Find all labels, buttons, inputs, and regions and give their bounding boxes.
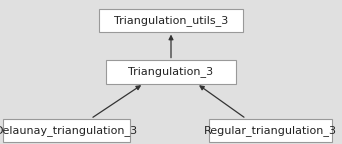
FancyBboxPatch shape xyxy=(3,119,130,142)
Text: Triangulation_utils_3: Triangulation_utils_3 xyxy=(114,15,228,26)
Text: Triangulation_3: Triangulation_3 xyxy=(129,67,213,77)
FancyBboxPatch shape xyxy=(106,60,236,84)
FancyBboxPatch shape xyxy=(99,9,243,32)
FancyBboxPatch shape xyxy=(209,119,332,142)
Text: Regular_triangulation_3: Regular_triangulation_3 xyxy=(204,125,337,136)
Text: Delaunay_triangulation_3: Delaunay_triangulation_3 xyxy=(0,125,138,136)
